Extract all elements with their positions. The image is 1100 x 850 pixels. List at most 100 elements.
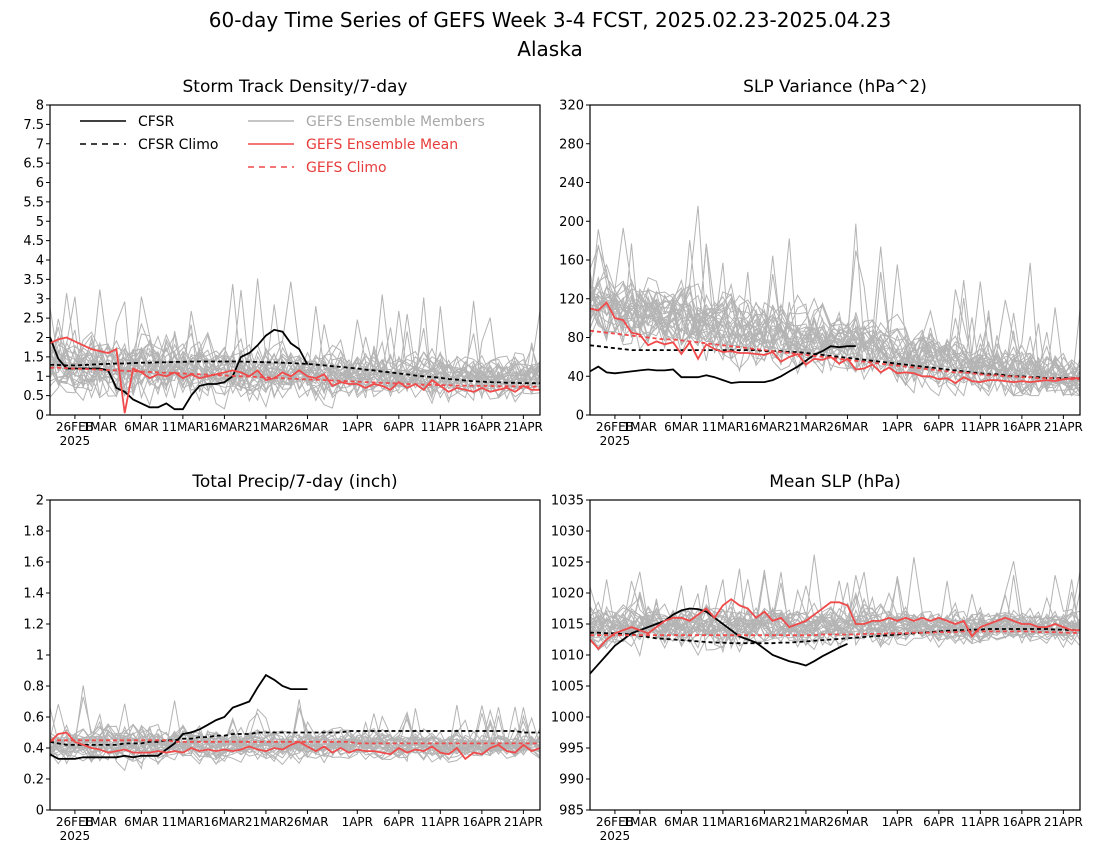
x-tick-label: 21APR [504,815,543,829]
ensemble-member-line [50,725,540,770]
y-tick-label: 0.8 [23,680,44,695]
y-tick-label: 5.5 [23,195,44,210]
y-tick-label: 1025 [551,556,584,571]
ensemble-member-line [590,607,1080,645]
x-tick-label: 6MAR [664,815,699,829]
x-tick-label: 16MAR [203,815,245,829]
x-tick-label: 16MAR [743,815,785,829]
panel-mean-slp: Mean SLP (hPa) 985 990 995 1000 1005 1010 1015 1… [551,472,1083,843]
y-tick-label: 6.5 [23,157,44,172]
y-tick-label: 1000 [551,711,584,726]
main-title: 60-day Time Series of GEFS Week 3-4 FCST… [209,8,891,32]
y-tick-label: 1035 [551,494,584,509]
x-tick-label: 26FEB [56,420,94,434]
y-tick-label: 1020 [551,587,584,602]
x-tick-label: 6APR [923,420,954,434]
x-tick-label: 1APR [342,420,373,434]
x-tick-label: 1APR [342,815,373,829]
x-tick-label: 21MAR [785,420,827,434]
y-tick-label: 0.4 [23,742,44,757]
y-tick-label: 2 [36,494,44,509]
y-tick-label: 7.5 [23,118,44,133]
x-tick-label: 26FEB [596,420,634,434]
plot-frame [49,499,541,811]
panel-title: SLP Variance (hPa^2) [743,77,927,97]
series-cfsr [590,607,848,675]
series-cfsr-climo [50,730,540,746]
x-tick-label: 26FEB [56,815,94,829]
x-tick-label: 1MAR [83,815,118,829]
x-tick-label: 21APR [1044,815,1083,829]
x-tick-label: 11APR [961,815,1000,829]
series-gefs-ensemble-mean [590,598,1080,651]
y-tick-label: 995 [559,742,584,757]
ensemble-member-line [590,282,1080,387]
legend-ens-mean-label: GEFS Ensemble Mean [306,137,458,153]
legend-members-label: GEFS Ensemble Members [306,114,485,130]
x-tick-label: 11APR [961,420,1000,434]
x-tick-label: 11MAR [162,815,204,829]
y-tick-label: 8 [36,99,44,114]
y-tick-label: 1030 [551,525,584,540]
series-gefs-ensemble-mean [50,336,540,414]
series-cfsr-climo [50,360,540,385]
y-tick-label: 2 [36,331,44,346]
legend-cfsr-climo-label: CFSR Climo [138,137,218,153]
y-tick-label: 1010 [551,649,584,664]
y-tick-label: 80 [567,331,584,346]
x-tick-label: 11MAR [702,815,744,829]
x-tick-label: 16APR [1002,420,1041,434]
y-tick-label: 4 [36,254,44,269]
x-tick-label: 11MAR [162,420,204,434]
y-tick-label: 280 [559,137,584,152]
x-tick-label: 26MAR [286,420,328,434]
x-tick-label: 16MAR [203,420,245,434]
y-tick-label: 3 [36,292,44,307]
ensemble-member-line [50,324,540,402]
ensemble-member-line [590,285,1080,394]
x-tick-label: 11APR [421,420,460,434]
ensemble-member-line [590,572,1080,658]
series-gefs-ensemble-mean [590,301,1080,385]
x-year-label: 2025 [60,829,91,843]
y-tick-label: 1.8 [23,525,44,540]
y-tick-label: 5 [36,215,44,230]
ensemble-member-line [50,708,540,761]
ensemble-member-line [590,243,1080,385]
y-tick-label: 990 [559,773,584,788]
x-tick-label: 26MAR [826,420,868,434]
y-tick-label: 0.6 [23,711,44,726]
x-tick-label: 11MAR [702,420,744,434]
x-year-label: 2025 [600,434,631,448]
ensemble-member-line [590,227,1080,395]
y-tick-label: 1.4 [23,587,44,602]
series-cfsr [590,345,856,384]
ensemble-member-line [590,250,1080,396]
x-tick-label: 6APR [923,815,954,829]
x-tick-label: 26FEB [596,815,634,829]
y-tick-label: 1.5 [23,350,44,365]
series-gefs-climo [590,630,1080,637]
legend-cfsr-label: CFSR [138,114,174,130]
x-tick-label: 6MAR [664,420,699,434]
y-tick-label: 160 [559,254,584,269]
x-tick-label: 16APR [462,420,501,434]
legend: CFSR CFSR Climo GEFS Ensemble Members GE… [80,114,485,176]
y-tick-label: 985 [559,804,584,819]
y-tick-label: 40 [567,370,584,385]
x-tick-label: 16APR [462,815,501,829]
x-tick-label: 26MAR [286,815,328,829]
y-tick-label: 1005 [551,680,584,695]
series-cfsr-climo [590,344,1080,380]
plot-area [50,278,540,414]
x-tick-label: 1MAR [623,815,658,829]
y-tick-label: 0 [36,409,44,424]
x-tick-label: 21APR [1044,420,1083,434]
plot-area [50,673,540,772]
panel-slp-variance: SLP Variance (hPa^2) 0 40 80 120 160 200 240 280… [559,77,1083,448]
panel-title: Storm Track Density/7-day [183,77,408,97]
y-tick-label: 0 [576,409,584,424]
ensemble-member-line [590,280,1080,397]
series-gefs-climo [590,329,1080,381]
panel-storm-track-density: Storm Track Density/7-day 0 0.5 1 1.5 2 2.5 3 3.… [23,77,543,448]
